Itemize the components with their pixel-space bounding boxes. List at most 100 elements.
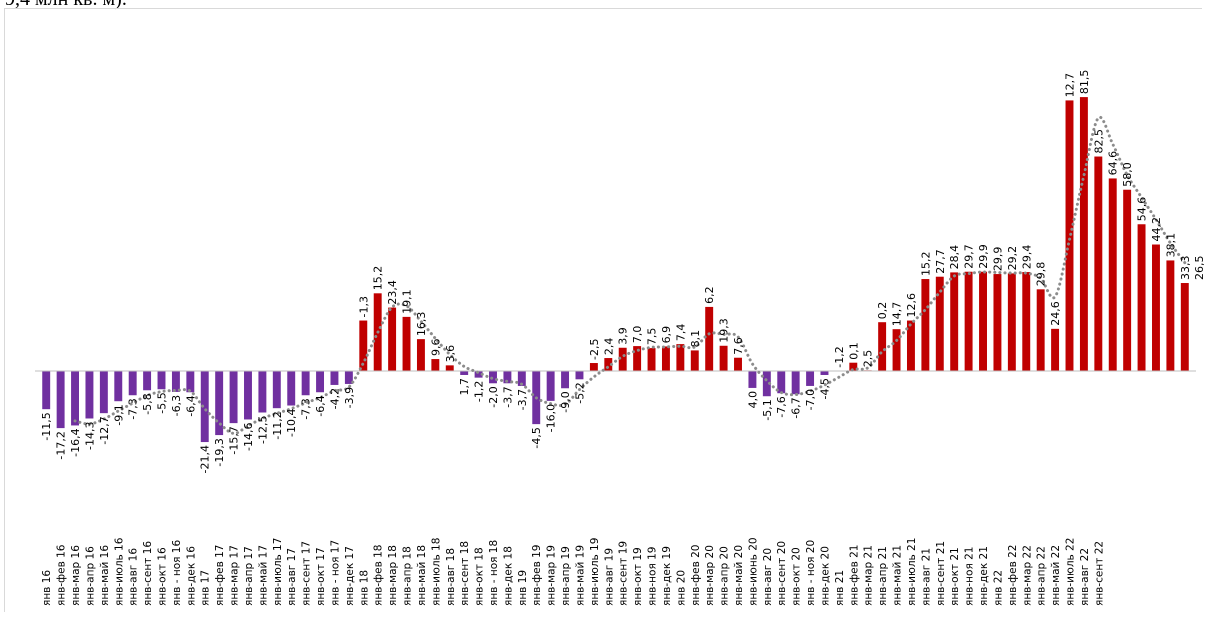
data-label: -1,3 xyxy=(357,296,370,317)
data-label: -12,5 xyxy=(256,416,269,444)
data-label: 0,2 xyxy=(876,302,889,320)
data-label: -9,0 xyxy=(559,391,572,412)
bar xyxy=(1022,272,1031,371)
bar xyxy=(950,272,959,371)
data-label: -6,4 xyxy=(314,395,327,416)
bar xyxy=(878,322,887,371)
category-label: янв-апр 20 xyxy=(719,546,731,606)
category-label: янв 21 xyxy=(834,570,846,606)
bar xyxy=(229,371,238,424)
category-label: янв-апр 17 xyxy=(243,546,255,606)
category-label: янв-июль 19 xyxy=(589,538,601,606)
category-label: янв-сент 16 xyxy=(142,541,154,606)
bar xyxy=(806,371,815,386)
data-label: 58,0 xyxy=(1121,162,1134,187)
data-label: 12,7 xyxy=(1064,73,1077,98)
data-label: 29,9 xyxy=(977,244,990,269)
category-label: янв-авг 17 xyxy=(286,548,298,606)
trend-line xyxy=(73,115,1187,435)
data-label: 29,2 xyxy=(1006,246,1019,271)
category-label: янв-окт 21 xyxy=(949,547,961,606)
category-label: янв-фев 17 xyxy=(214,545,226,606)
bar xyxy=(1065,100,1074,372)
category-label: янв-май 17 xyxy=(257,545,269,606)
data-label: 1,7 xyxy=(458,378,471,396)
bar xyxy=(143,371,152,391)
category-label: янв-окт 16 xyxy=(157,547,169,606)
category-label: янв-июль 21 xyxy=(906,538,918,606)
data-label: 6,2 xyxy=(703,286,716,304)
data-label: 19,3 xyxy=(718,318,731,343)
category-label: янв - ноя 18 xyxy=(488,540,500,606)
data-label: 14,7 xyxy=(891,302,904,327)
category-label: янв 19 xyxy=(517,570,529,606)
data-label: -7,3 xyxy=(127,398,140,419)
bar xyxy=(42,371,51,410)
category-label: янв-авг 22 xyxy=(1079,548,1091,606)
category-label: янв - ноя 20 xyxy=(805,540,817,606)
data-label: 33,3 xyxy=(1179,256,1192,281)
bar xyxy=(921,279,930,371)
bar xyxy=(906,320,915,371)
category-label: янв 18 xyxy=(358,570,370,606)
category-label: янв-фев 20 xyxy=(690,545,702,606)
cropped-text-fragment: 9,4 млн кв. м). xyxy=(5,0,127,11)
bar xyxy=(964,271,973,371)
category-label: янв-июнь 20 xyxy=(747,537,759,606)
data-label: 82,5 xyxy=(1092,129,1105,154)
category-label: янв-май 16 xyxy=(99,545,111,606)
bar xyxy=(215,371,224,436)
category-label: янв-июль 18 xyxy=(430,538,442,606)
bar xyxy=(1166,260,1175,371)
category-label: янв 16 xyxy=(41,570,53,606)
bar xyxy=(460,371,469,375)
bar xyxy=(633,346,642,371)
bar xyxy=(734,357,742,371)
category-label: янв-июль 22 xyxy=(1065,538,1077,606)
category-label: янв-май 21 xyxy=(892,545,904,606)
data-label: -16,4 xyxy=(69,428,82,456)
bar xyxy=(979,271,987,371)
data-label: -6,4 xyxy=(184,395,197,416)
bar xyxy=(388,307,397,371)
bar xyxy=(820,371,829,375)
bar xyxy=(503,371,512,384)
category-label: янв-мар 18 xyxy=(387,545,399,606)
bar xyxy=(705,306,714,371)
data-label: -21,4 xyxy=(199,445,212,473)
bar xyxy=(258,371,267,413)
data-label: 7,5 xyxy=(646,328,659,346)
category-label: янв - ноя 16 xyxy=(171,540,183,606)
data-label: -4,2 xyxy=(329,388,342,409)
bar xyxy=(647,348,656,371)
category-label: янв 17 xyxy=(200,570,212,606)
category-label: янв - ноя 17 xyxy=(330,540,342,606)
bar xyxy=(1036,289,1045,371)
category-label: янв-май 19 xyxy=(575,545,587,606)
data-label: 7,0 xyxy=(631,326,644,344)
category-label: янв-сент 19 xyxy=(618,541,630,606)
bar xyxy=(1094,156,1103,371)
data-label: 12,6 xyxy=(905,293,918,318)
bar xyxy=(604,358,613,371)
bar xyxy=(546,371,555,401)
data-label: -3,9 xyxy=(343,387,356,408)
data-labels-group: -11,5-17,2 -16,4 -14,3 -12,7-9,1 -7,3 -5,8 -5,… xyxy=(40,70,1206,474)
data-label: -6,3 xyxy=(170,395,183,416)
category-label: янв-авг 16 xyxy=(128,548,140,606)
category-label: янв-дек 18 xyxy=(502,546,514,606)
category-label: янв-дек 17 xyxy=(344,546,356,606)
bar xyxy=(272,371,281,409)
data-label: 64,6 xyxy=(1107,151,1120,176)
bar xyxy=(575,371,584,380)
category-label: янв-мар 22 xyxy=(1021,545,1033,606)
data-label: 23,4 xyxy=(386,280,399,305)
data-label: 4,0 xyxy=(746,391,759,409)
category-label: янв-фев 22 xyxy=(1007,545,1019,606)
category-label: янв-фев 19 xyxy=(531,545,543,606)
bar xyxy=(561,371,570,389)
data-label: 15,2 xyxy=(919,252,932,277)
bar xyxy=(1079,97,1088,371)
data-label: 7,4 xyxy=(674,324,687,342)
category-label: янв-фев 16 xyxy=(56,544,68,606)
